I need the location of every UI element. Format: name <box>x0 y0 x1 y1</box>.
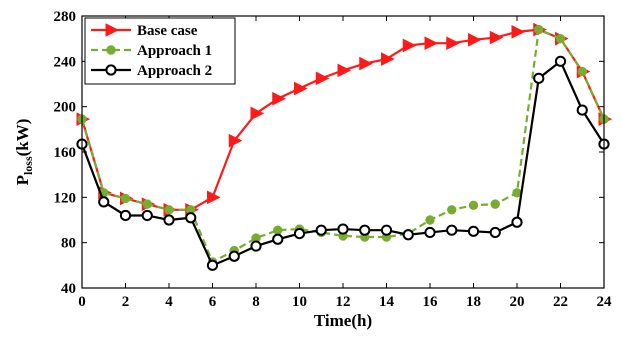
y-tick-label: 120 <box>54 190 77 206</box>
x-tick-label: 12 <box>336 294 351 310</box>
data-point <box>273 225 283 235</box>
data-point <box>228 250 240 262</box>
x-tick-label: 2 <box>122 294 130 310</box>
legend-marker <box>105 23 120 37</box>
x-tick-label: 18 <box>466 294 481 310</box>
x-tick-label: 16 <box>423 294 439 310</box>
data-point <box>141 209 153 222</box>
y-tick-label: 80 <box>61 236 76 252</box>
data-point <box>402 229 414 241</box>
y-axis-title: Ploss(kW) <box>13 119 35 186</box>
data-point <box>250 106 265 121</box>
y-tick-label: 160 <box>54 145 77 161</box>
data-point <box>294 81 308 96</box>
x-tick-label: 20 <box>510 294 525 310</box>
data-point <box>206 259 219 271</box>
data-point <box>467 225 480 237</box>
data-point <box>337 223 349 235</box>
y-tick-label: 40 <box>61 281 76 297</box>
data-point <box>554 55 567 67</box>
x-tick-label: 10 <box>292 294 307 310</box>
data-point <box>315 71 330 86</box>
data-point <box>490 199 500 209</box>
data-point <box>447 205 457 215</box>
data-point <box>577 66 587 77</box>
data-point <box>402 38 417 53</box>
x-tick-label: 0 <box>78 294 86 310</box>
data-point <box>119 209 132 222</box>
legend-marker <box>105 64 117 76</box>
x-tick-label: 24 <box>597 294 613 310</box>
y-axis-title-main: P <box>13 175 32 185</box>
data-point <box>446 224 458 236</box>
data-point <box>272 91 286 106</box>
data-point <box>207 190 221 205</box>
legend-item: Approach 1 <box>91 43 212 59</box>
data-point <box>185 212 197 224</box>
data-point <box>425 215 435 225</box>
legend-label: Approach 1 <box>137 43 212 59</box>
data-point <box>337 63 352 78</box>
data-point <box>534 24 544 35</box>
data-point <box>228 133 243 148</box>
legend-items: Base case Approach 1 Approach 2 <box>91 23 212 79</box>
data-point <box>576 104 588 116</box>
plot-frame <box>81 15 605 289</box>
y-tick-label: 280 <box>54 9 77 25</box>
data-point <box>293 228 306 240</box>
data-point <box>555 33 566 44</box>
data-point <box>142 199 152 209</box>
series-layer <box>76 22 613 271</box>
data-point <box>533 72 545 84</box>
x-tick-label: 6 <box>209 294 217 310</box>
legend-label: Approach 2 <box>137 63 212 79</box>
y-axis-title-unit: (kW) <box>13 119 32 157</box>
x-axis-title: Time(h) <box>314 311 372 330</box>
legend-label: Base case <box>137 23 198 39</box>
data-point <box>163 214 175 226</box>
legend-item: Approach 2 <box>91 63 212 79</box>
data-point <box>250 240 262 252</box>
legend-item: Base case <box>91 23 198 39</box>
series-3 <box>76 55 610 271</box>
x-tick-label: 4 <box>165 294 173 310</box>
data-point <box>359 224 371 236</box>
y-tick-label: 240 <box>54 54 77 70</box>
x-tick-label: 22 <box>553 294 568 310</box>
data-point <box>489 30 504 45</box>
data-point <box>446 36 460 51</box>
data-point <box>272 233 284 245</box>
data-point <box>381 52 395 66</box>
data-point <box>468 32 482 47</box>
data-point <box>380 224 393 236</box>
data-point <box>424 226 436 239</box>
x-tick-label: 14 <box>379 294 395 310</box>
data-point <box>468 200 479 210</box>
data-point <box>98 196 110 208</box>
y-tick-label: 200 <box>54 100 77 116</box>
data-point <box>164 205 174 215</box>
data-point <box>489 226 501 239</box>
data-point <box>424 36 439 51</box>
y-axis-title-sub: loss <box>21 156 35 175</box>
data-point <box>359 56 373 71</box>
legend-marker <box>106 45 116 55</box>
legend: Base case Approach 1 Approach 2 <box>84 17 236 85</box>
data-point <box>511 25 526 39</box>
x-tick-label: 8 <box>252 294 260 310</box>
data-point <box>315 224 327 236</box>
data-point <box>120 193 131 204</box>
data-point <box>511 216 523 228</box>
